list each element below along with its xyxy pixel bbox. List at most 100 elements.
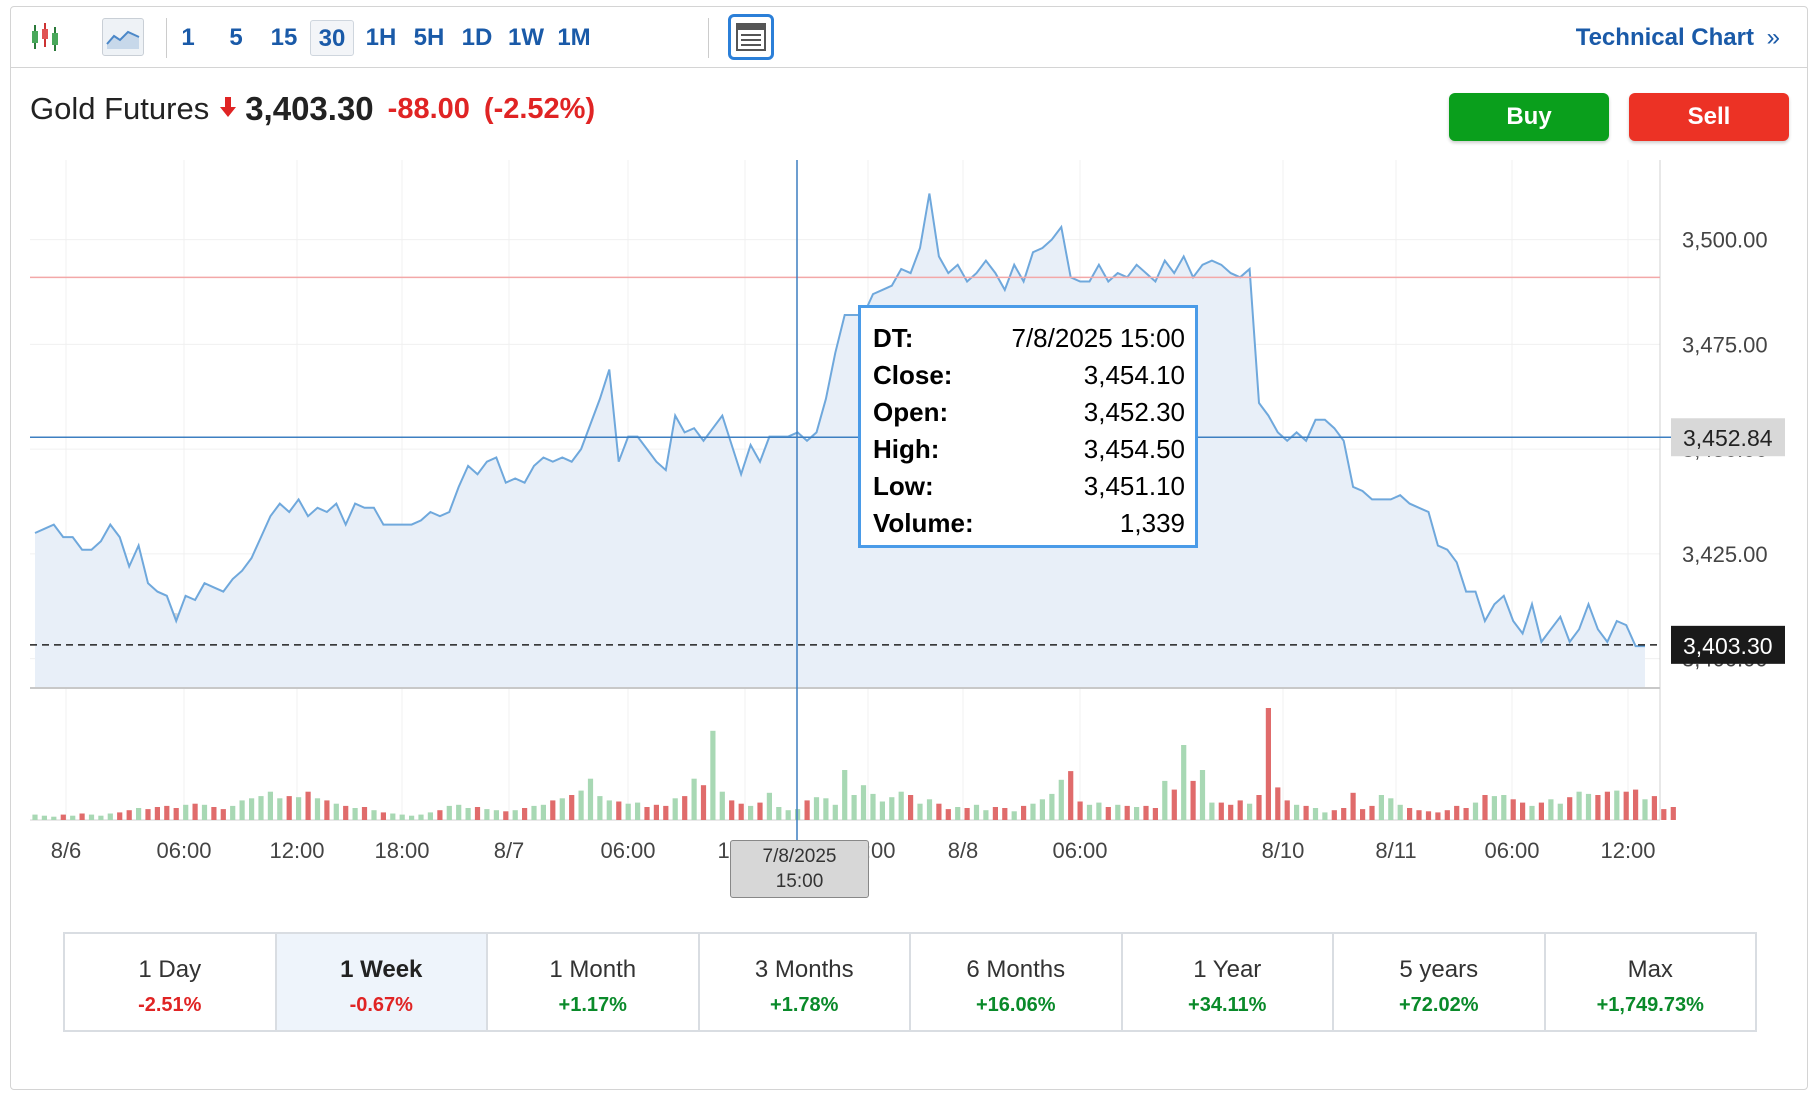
volume-bar (710, 730, 716, 820)
volume-bar (597, 796, 603, 820)
period-label: 1 Day (138, 956, 202, 983)
y-tick-label: 3,475.00 (1682, 332, 1768, 357)
volume-bar (785, 810, 791, 820)
timeframe-5[interactable]: 5 (229, 24, 243, 51)
volume-bar (399, 814, 405, 820)
volume-bar (1049, 793, 1055, 820)
chart-widget-frame (10, 6, 1808, 1090)
period-change: +34.11% (1188, 994, 1267, 1016)
volume-bar (305, 791, 311, 820)
volume-bar (98, 815, 104, 820)
volume-bar (700, 785, 707, 820)
volume-bar (1247, 803, 1253, 820)
volume-bar (1077, 801, 1083, 820)
volume-bar (1312, 808, 1319, 820)
period-max[interactable]: Max +1,749.73% (1546, 934, 1756, 1030)
volume-bar (173, 808, 179, 820)
volume-bar (1614, 790, 1620, 820)
volume-bar (465, 808, 471, 820)
period-label: 1 Year (1193, 956, 1262, 983)
volume-bar (1105, 807, 1111, 820)
volume-bar (625, 803, 631, 820)
volume-bar (964, 808, 970, 820)
period-6-months[interactable]: 6 Months +16.06% (911, 934, 1123, 1030)
volume-bar (164, 805, 170, 820)
period-3-months[interactable]: 3 Months +1.78% (700, 934, 911, 1030)
timeframe-1H[interactable]: 1H (365, 24, 397, 51)
period-1-day[interactable]: 1 Day -2.51% (65, 934, 277, 1030)
volume-bar (418, 814, 424, 820)
volume-bar (898, 791, 904, 820)
period-1-week[interactable]: 1 Week -0.67% (276, 934, 488, 1030)
volume-bar (239, 800, 245, 820)
volume-bar (1538, 802, 1544, 820)
volume-bar (107, 813, 113, 820)
volume-bar (1058, 779, 1064, 820)
tooltip-row: Close: 3,454.10 (873, 357, 1185, 394)
x-tick-label: 06:00 (600, 838, 655, 863)
period-change: +1.78% (770, 994, 839, 1016)
volume-bar (51, 816, 57, 820)
volume-bar (842, 770, 848, 820)
area-chart-icon[interactable] (102, 18, 144, 56)
period-performance-bar: 1 Day -2.51% 1 Week -0.67% 1 Month +1.17% 3 Mo… (63, 932, 1757, 1032)
tooltip-label: DT: (873, 323, 914, 353)
volume-bar (1651, 796, 1657, 820)
period-1-year[interactable]: 1 Year +34.11% (1123, 934, 1334, 1030)
volume-bar (1491, 796, 1497, 820)
volume-bar (983, 810, 989, 820)
period-5-years[interactable]: 5 years +72.02% (1334, 934, 1546, 1030)
volume-bar (145, 809, 151, 820)
crosshair-price-label: 3,452.84 (1683, 425, 1773, 451)
volume-bar (1228, 804, 1234, 820)
volume-bar (1482, 795, 1488, 820)
buy-button[interactable]: Buy (1449, 93, 1609, 141)
timeframe-1W[interactable]: 1W (508, 24, 544, 51)
technical-chart-link[interactable]: Technical Chart » (1576, 24, 1780, 52)
price-line (34, 193, 1645, 648)
volume-bar (32, 814, 38, 820)
crosshair-date-label: 7/8/2025 15:00 (730, 840, 869, 898)
volume-bar (1642, 799, 1648, 820)
volume-bar (493, 810, 499, 820)
volume-bar (1576, 791, 1582, 820)
volume-bar (1275, 787, 1281, 820)
volume-bar (296, 797, 302, 820)
volume-bar (427, 812, 433, 820)
volume-bar (1322, 812, 1328, 820)
tooltip-row: High: 3,454.50 (873, 431, 1185, 468)
chart-layout-icon[interactable] (728, 14, 774, 60)
volume-bar (813, 797, 820, 820)
volume-bar (1397, 804, 1403, 820)
tooltip-label: Volume: (873, 508, 974, 538)
volume-bar (1294, 804, 1300, 820)
period-1-month[interactable]: 1 Month +1.17% (488, 934, 700, 1030)
sell-button[interactable]: Sell (1629, 93, 1789, 141)
crosshair-price-tag (1671, 418, 1785, 457)
timeframe-1D[interactable]: 1D (461, 24, 493, 51)
volume-bar (587, 778, 594, 820)
crosshair-date: 7/8/2025 (762, 846, 837, 867)
tooltip-value: 1,339 (1119, 508, 1185, 538)
volume-bar (1369, 805, 1375, 820)
volume-bar (1360, 809, 1366, 820)
volume-bar (154, 807, 160, 820)
volume-bar (936, 803, 942, 820)
volume-bar (1520, 802, 1526, 820)
timeframe-30[interactable]: 30 (310, 20, 354, 56)
x-tick-label: 12:00 (1600, 838, 1655, 863)
volume-bar (192, 803, 198, 820)
candlestick-icon[interactable] (26, 18, 68, 56)
timeframe-5H[interactable]: 5H (413, 24, 445, 51)
period-label: 3 Months (754, 956, 854, 983)
volume-bar (437, 810, 443, 820)
timeframe-1[interactable]: 1 (181, 24, 195, 51)
timeframe-1M[interactable]: 1M (557, 24, 591, 51)
volume-bar (41, 815, 47, 820)
timeframe-15[interactable]: 15 (270, 24, 298, 51)
period-label: Max (1627, 956, 1673, 983)
volume-bar (955, 807, 961, 820)
volume-bar (258, 796, 264, 820)
chart-toolbar: 1 5 15 30 1H 5H 1D 1W 1M Technical Chart » (10, 6, 1808, 68)
chart-axes: 3,500.003,475.003,450.003,425.003,400.00… (30, 228, 1768, 863)
